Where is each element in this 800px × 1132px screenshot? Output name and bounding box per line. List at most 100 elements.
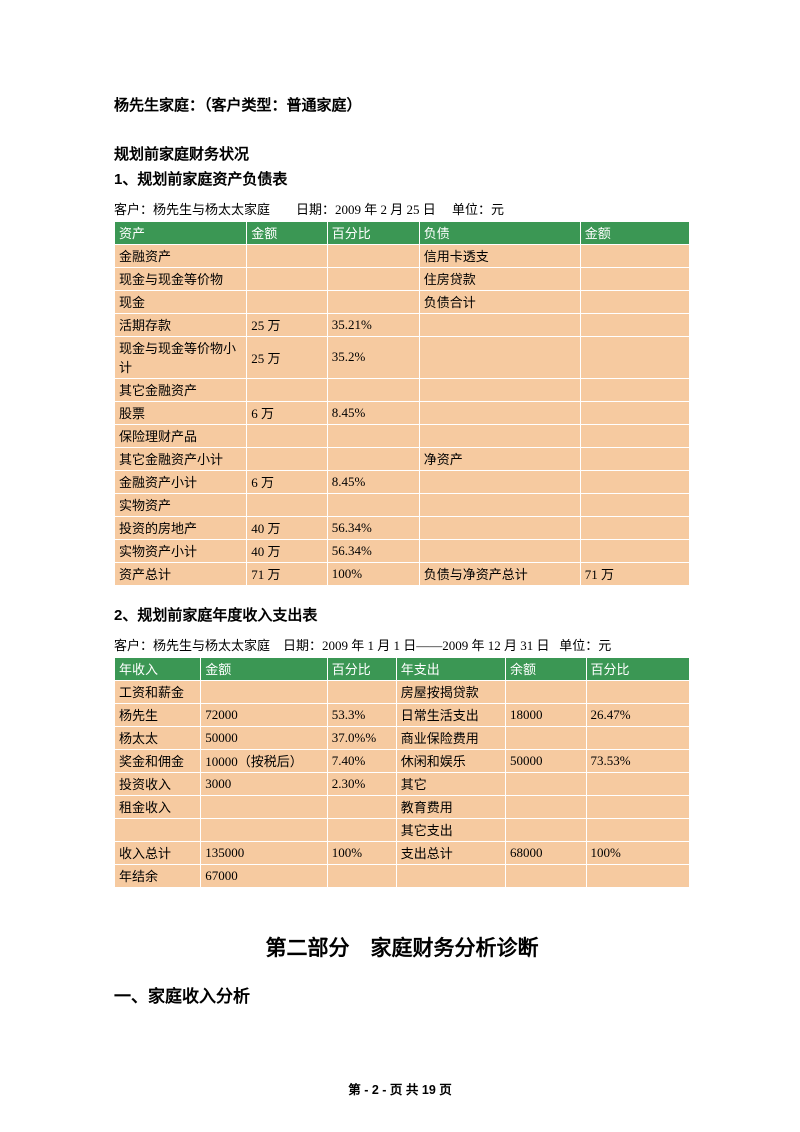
table-cell: 2.30% bbox=[327, 773, 396, 796]
table2-date: 日期：2009 年 1 月 1 日——2009 年 12 月 31 日 bbox=[283, 638, 550, 653]
table-cell bbox=[580, 471, 689, 494]
table-cell bbox=[419, 425, 580, 448]
table-cell: 奖金和佣金 bbox=[115, 750, 201, 773]
table-cell: 租金收入 bbox=[115, 796, 201, 819]
table-cell bbox=[247, 448, 328, 471]
table-cell bbox=[580, 425, 689, 448]
table-cell: 67000 bbox=[201, 865, 328, 888]
table-cell: 68000 bbox=[506, 842, 587, 865]
table-cell bbox=[506, 681, 587, 704]
table-cell bbox=[419, 402, 580, 425]
table-cell: 其它金融资产 bbox=[115, 379, 247, 402]
table-cell: 26.47% bbox=[586, 704, 690, 727]
table-cell: 休闲和娱乐 bbox=[396, 750, 505, 773]
table-cell: 18000 bbox=[506, 704, 587, 727]
table-row: 金融资产信用卡透支 bbox=[115, 245, 690, 268]
table-cell bbox=[580, 314, 689, 337]
table-cell bbox=[586, 865, 690, 888]
table-cell: 资产总计 bbox=[115, 563, 247, 586]
table-cell: 杨太太 bbox=[115, 727, 201, 750]
table-cell: 40 万 bbox=[247, 540, 328, 563]
table-cell: 负债与净资产总计 bbox=[419, 563, 580, 586]
table-cell bbox=[506, 819, 587, 842]
table1-date: 日期：2009 年 2 月 25 日 bbox=[296, 202, 436, 217]
table-cell: 50000 bbox=[506, 750, 587, 773]
table-cell: 100% bbox=[327, 842, 396, 865]
table-cell: 50000 bbox=[201, 727, 328, 750]
table-cell: 35.21% bbox=[327, 314, 419, 337]
table-cell: 投资的房地产 bbox=[115, 517, 247, 540]
table-cell: 25 万 bbox=[247, 314, 328, 337]
table-cell: 其它 bbox=[396, 773, 505, 796]
table-cell: 100% bbox=[586, 842, 690, 865]
table-cell bbox=[396, 865, 505, 888]
table-cell: 6 万 bbox=[247, 402, 328, 425]
table-cell bbox=[506, 865, 587, 888]
table-row: 工资和薪金房屋按揭贷款 bbox=[115, 681, 690, 704]
table-row: 实物资产小计40 万56.34% bbox=[115, 540, 690, 563]
table-cell: 工资和薪金 bbox=[115, 681, 201, 704]
table2-caption: 客户：杨先生与杨太太家庭 日期：2009 年 1 月 1 日——2009 年 1… bbox=[114, 635, 690, 654]
table-cell: 实物资产小计 bbox=[115, 540, 247, 563]
table2-client: 客户：杨先生与杨太太家庭 bbox=[114, 638, 270, 653]
table-cell: 56.34% bbox=[327, 540, 419, 563]
table-cell bbox=[506, 727, 587, 750]
document-page: 杨先生家庭：（客户类型：普通家庭） 规划前家庭财务状况 1、规划前家庭资产负债表… bbox=[0, 0, 800, 1132]
table-cell bbox=[247, 245, 328, 268]
table-cell: 收入总计 bbox=[115, 842, 201, 865]
table-row: 活期存款25 万35.21% bbox=[115, 314, 690, 337]
table-cell bbox=[327, 268, 419, 291]
table-row: 收入总计135000100%支出总计68000100% bbox=[115, 842, 690, 865]
table-cell bbox=[580, 245, 689, 268]
table-cell bbox=[586, 796, 690, 819]
table-cell bbox=[506, 796, 587, 819]
table-cell bbox=[247, 268, 328, 291]
table-row: 现金与现金等价物住房贷款 bbox=[115, 268, 690, 291]
table-cell: 杨先生 bbox=[115, 704, 201, 727]
table-cell: 住房贷款 bbox=[419, 268, 580, 291]
table-cell: 73.53% bbox=[586, 750, 690, 773]
table-cell bbox=[247, 291, 328, 314]
table-cell bbox=[580, 448, 689, 471]
table-cell bbox=[580, 494, 689, 517]
table-header-cell: 负债 bbox=[419, 222, 580, 245]
table-row: 其它金融资产 bbox=[115, 379, 690, 402]
table-cell: 其它金融资产小计 bbox=[115, 448, 247, 471]
table-cell: 教育费用 bbox=[396, 796, 505, 819]
table-cell bbox=[586, 681, 690, 704]
table-cell: 年结余 bbox=[115, 865, 201, 888]
table-cell: 现金与现金等价物小计 bbox=[115, 337, 247, 379]
table-cell bbox=[580, 337, 689, 379]
table-cell: 71 万 bbox=[580, 563, 689, 586]
table-cell bbox=[327, 681, 396, 704]
table-row: 保险理财产品 bbox=[115, 425, 690, 448]
table-cell: 日常生活支出 bbox=[396, 704, 505, 727]
table-cell: 支出总计 bbox=[396, 842, 505, 865]
table-cell bbox=[201, 819, 328, 842]
table-row: 杨先生7200053.3%日常生活支出1800026.47% bbox=[115, 704, 690, 727]
table-cell bbox=[327, 245, 419, 268]
table-cell bbox=[419, 379, 580, 402]
table-cell: 7.40% bbox=[327, 750, 396, 773]
table-cell: 3000 bbox=[201, 773, 328, 796]
table-cell: 135000 bbox=[201, 842, 328, 865]
table1-caption: 客户：杨先生与杨太太家庭 日期：2009 年 2 月 25 日 单位：元 bbox=[114, 199, 690, 218]
income-expense-table: 年收入金额百分比年支出余额百分比工资和薪金房屋按揭贷款杨先生7200053.3%… bbox=[114, 657, 690, 888]
table-cell: 25 万 bbox=[247, 337, 328, 379]
table-cell bbox=[327, 291, 419, 314]
family-title: 杨先生家庭：（客户类型：普通家庭） bbox=[114, 94, 690, 115]
table-cell: 负债合计 bbox=[419, 291, 580, 314]
pre-plan-status-heading: 规划前家庭财务状况 bbox=[114, 143, 690, 164]
table-cell: 金融资产 bbox=[115, 245, 247, 268]
table-cell bbox=[580, 540, 689, 563]
table-cell: 8.45% bbox=[327, 402, 419, 425]
table-cell: 商业保险费用 bbox=[396, 727, 505, 750]
table-row: 资产总计71 万100%负债与净资产总计71 万 bbox=[115, 563, 690, 586]
table-cell bbox=[419, 471, 580, 494]
table-row: 奖金和佣金10000（按税后）7.40%休闲和娱乐5000073.53% bbox=[115, 750, 690, 773]
section-income-analysis: 一、家庭收入分析 bbox=[114, 982, 690, 1007]
table-cell: 活期存款 bbox=[115, 314, 247, 337]
table-row: 实物资产 bbox=[115, 494, 690, 517]
table-row: 投资收入30002.30%其它 bbox=[115, 773, 690, 796]
table-header-cell: 金额 bbox=[247, 222, 328, 245]
